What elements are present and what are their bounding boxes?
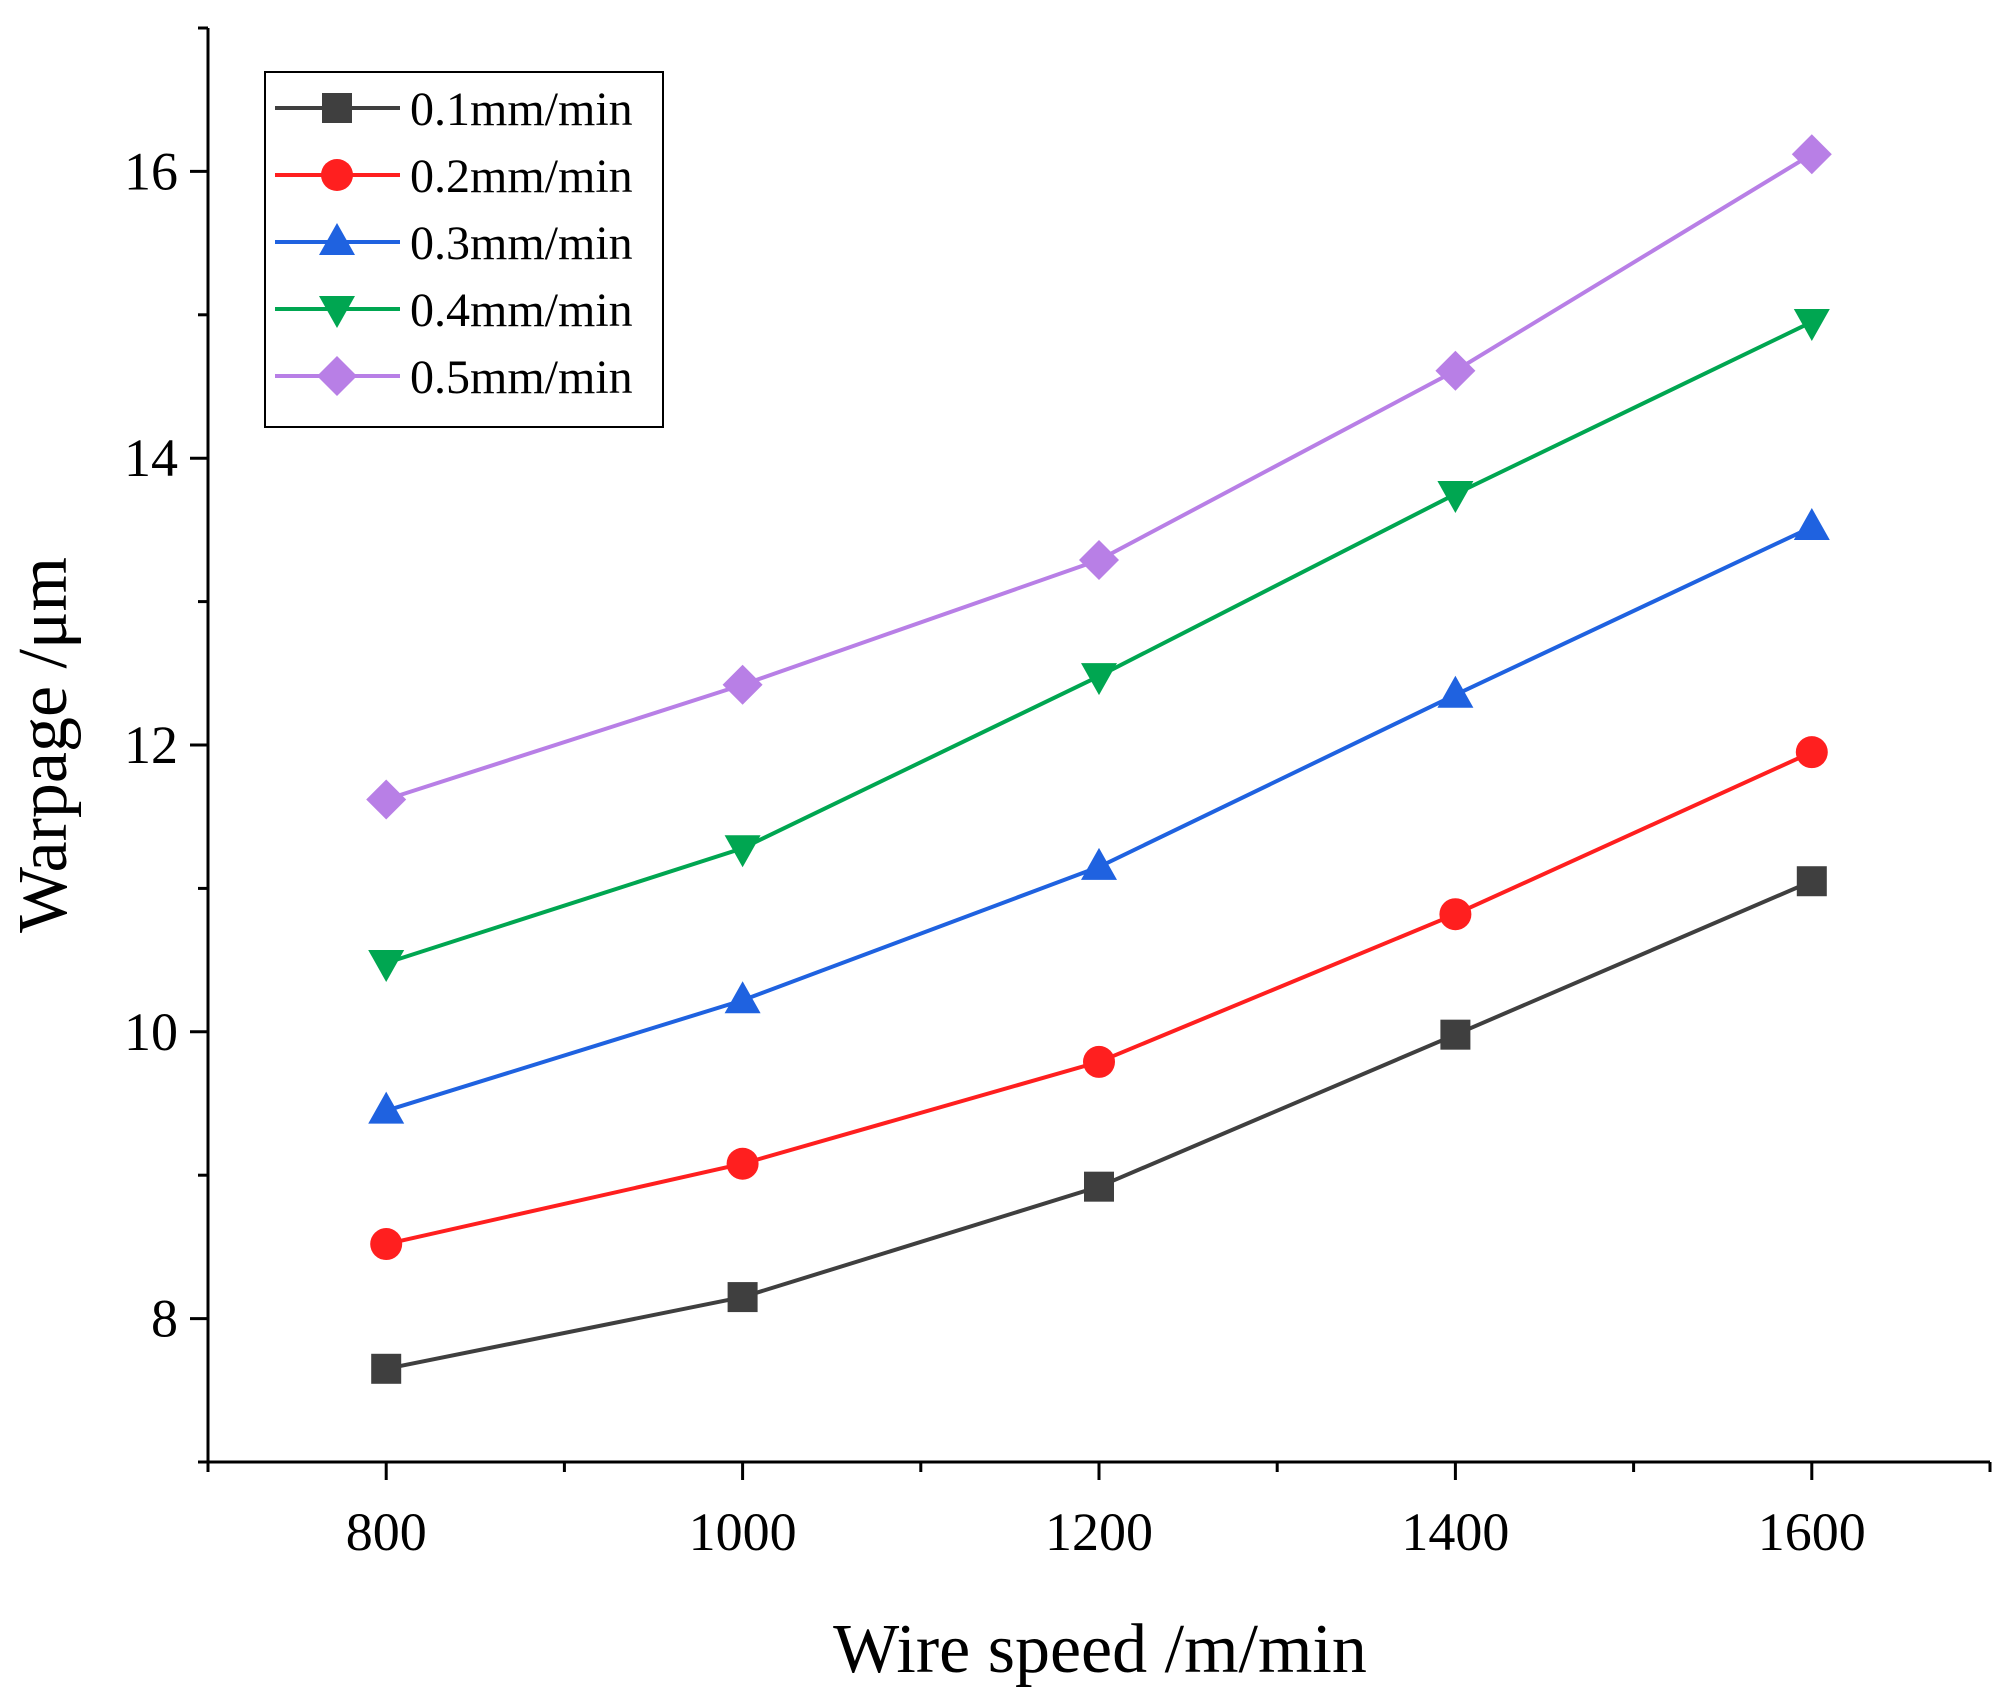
x-tick-label: 1400 (1401, 1502, 1509, 1562)
data-point (1081, 663, 1117, 696)
data-point (1081, 847, 1117, 880)
series-5 (366, 134, 1832, 820)
data-point (1437, 675, 1474, 708)
data-point (1440, 1019, 1471, 1050)
x-tick-label: 1600 (1758, 1502, 1866, 1562)
series-layer (366, 134, 1832, 1384)
data-point (1795, 736, 1828, 769)
data-point (1435, 350, 1476, 391)
legend-label: 0.4mm/min (410, 284, 633, 337)
data-point (1796, 866, 1827, 897)
legend-label: 0.5mm/min (410, 351, 633, 404)
data-point (371, 1353, 402, 1384)
legend-label: 0.3mm/min (410, 217, 633, 270)
legend-marker (322, 93, 352, 123)
data-point (370, 1228, 403, 1261)
y-tick-label: 14 (124, 428, 178, 488)
legend-item: 0.4mm/min (275, 284, 633, 337)
y-axis-title: Warpage /μm (5, 557, 82, 933)
data-point (724, 981, 761, 1014)
x-tick-label: 1200 (1045, 1502, 1153, 1562)
y-tick-label: 10 (124, 1002, 178, 1062)
legend-marker (317, 356, 357, 396)
legend-label: 0.2mm/min (410, 150, 633, 203)
data-point (368, 1091, 405, 1124)
legend-item: 0.2mm/min (275, 150, 633, 203)
legend-marker (319, 223, 355, 255)
x-tick-label: 800 (346, 1502, 427, 1562)
data-point (1791, 134, 1832, 175)
data-point (1084, 1171, 1114, 1202)
series-line (385, 879, 1813, 1371)
series-2 (370, 736, 1828, 1261)
legend-marker (321, 159, 353, 191)
data-point (1793, 508, 1830, 541)
y-tick-label: 16 (124, 141, 178, 201)
data-point (726, 1147, 759, 1180)
data-point (1793, 308, 1830, 341)
data-point (722, 664, 763, 705)
legend-item: 0.3mm/min (275, 217, 633, 270)
data-point (366, 779, 407, 820)
legend-item: 0.5mm/min (275, 351, 633, 404)
series-line (385, 750, 1813, 1246)
data-point (1083, 1045, 1115, 1078)
series-3 (368, 508, 1830, 1124)
data-point (1439, 898, 1472, 931)
y-tick-label: 12 (124, 715, 178, 775)
legend: 0.1mm/min 0.2mm/min 0.3mm/min 0.4mm/min 0.5m… (264, 71, 664, 428)
x-axis-title: Wire speed /m/min (833, 1611, 1367, 1688)
legend-marker (319, 296, 355, 328)
data-point (1437, 481, 1474, 514)
data-point (727, 1282, 758, 1313)
series-4 (368, 308, 1830, 982)
series-line (385, 525, 1813, 1113)
y-axis: 8 10 12 14 16 (124, 26, 208, 1464)
legend-item: 0.1mm/min (275, 83, 633, 136)
legend-label: 0.1mm/min (410, 83, 633, 136)
y-tick-label: 8 (151, 1289, 178, 1349)
x-axis: 800 1000 1200 1400 1600 (206, 1462, 1992, 1562)
x-tick-label: 1000 (689, 1502, 797, 1562)
series-1 (371, 866, 1827, 1384)
data-point (724, 835, 761, 868)
data-point (1079, 540, 1119, 581)
data-point (368, 949, 405, 982)
